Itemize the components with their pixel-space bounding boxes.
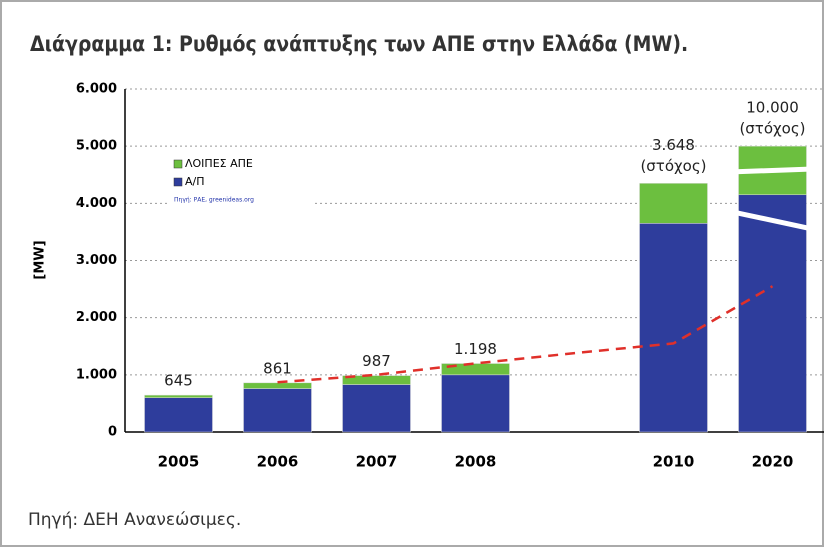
legend-swatch [173, 177, 183, 187]
data-label: 645 [164, 372, 193, 390]
bar-segment [243, 388, 312, 433]
x-tick-label: 2005 [158, 453, 200, 471]
axis-break [731, 209, 814, 232]
legend-source: Πηγή: ΡΑΕ, greenideas.org [174, 197, 254, 204]
x-tick-label: 2008 [455, 453, 497, 471]
chart-title: Διάγραμμα 1: Ρυθμός ανάπτυξης των ΑΠΕ στ… [30, 32, 688, 56]
bar-segment [243, 382, 312, 389]
data-label: 861 [263, 359, 292, 377]
x-tick-label: 2020 [752, 453, 794, 471]
data-label: 10.000 [746, 99, 799, 117]
bar-segment [144, 394, 213, 398]
legend-label: Α/Π [185, 175, 205, 188]
legend-box [168, 148, 313, 210]
data-label: 987 [362, 352, 391, 370]
bar-segment [441, 374, 510, 433]
y-tick-label: 1.000 [76, 367, 117, 382]
legend-swatch [173, 159, 183, 169]
bar-segment [342, 375, 411, 385]
data-label-note: (στόχος) [739, 120, 805, 138]
y-tick-label: 2.000 [76, 310, 117, 325]
bar-segment [144, 397, 213, 433]
source: Πηγή: ΔΕΗ Ανανεώσιμες. [28, 510, 241, 530]
data-label: 3.648 [652, 136, 695, 154]
bar-segment [738, 194, 807, 433]
x-tick-label: 2006 [257, 453, 299, 471]
legend-label: ΛΟΙΠΕΣ ΑΠΕ [185, 157, 253, 170]
y-tick-label: 4.000 [76, 196, 117, 211]
x-tick-label: 2010 [653, 453, 695, 471]
bar-segment [441, 363, 510, 376]
y-axis-label: [MW] [33, 240, 48, 279]
bar-segment [639, 223, 708, 433]
y-tick-label: 6.000 [76, 82, 117, 97]
data-label-note: (στόχος) [640, 157, 706, 175]
y-tick-label: 5.000 [76, 139, 117, 154]
bar-segment [342, 384, 411, 433]
data-label: 1.198 [454, 340, 497, 358]
bar-segment [639, 183, 708, 224]
y-tick-label: 0 [108, 425, 117, 440]
axis-break [732, 166, 813, 175]
y-tick-label: 3.000 [76, 253, 117, 268]
x-tick-label: 2007 [356, 453, 398, 471]
trend-line [277, 285, 774, 384]
